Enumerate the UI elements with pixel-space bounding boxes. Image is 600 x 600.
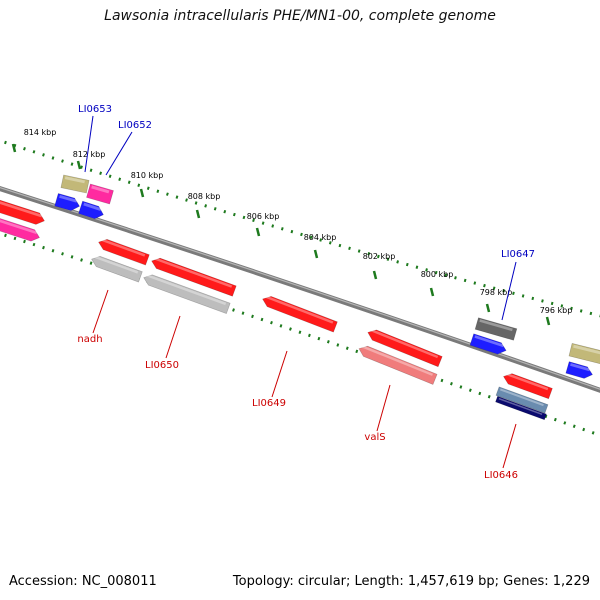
gene-label-reverse-leader [165,315,181,359]
gene-li0649 [262,295,338,333]
gene-blue-a [54,193,80,211]
gene-label-reverse: LI0649 [252,398,286,409]
gene-blue-d [565,361,593,379]
major-tick [76,160,82,170]
gene-label-forward: LI0652 [118,120,152,131]
inner-dotted-track [0,232,600,437]
gene-label-forward-leader [105,131,133,176]
gene-label-forward-leader [84,115,94,173]
gene-label-forward: LI0647 [501,249,535,260]
tick-label: 810 kbp [131,171,164,180]
gene-label-reverse: valS [364,432,385,443]
label-leader-lines [84,115,517,469]
genome-backbone [0,185,600,393]
gene-left-pink [0,212,40,242]
gene-li0646-red [503,372,553,400]
gene-nadh-red [98,238,150,266]
tick-labels: 814 kbp 812 kbp 810 kbp 808 kbp 806 kbp 804 k… [24,128,573,315]
gene-li0650-red [151,257,237,297]
gene-li0652 [86,183,114,205]
gene-label-reverse: LI0650 [145,360,179,371]
major-tick [11,143,17,153]
gene-right-olive [568,342,600,366]
genes [0,174,600,421]
gene-vals-red [367,328,443,368]
major-tick [429,287,435,297]
accession-label: Accession: NC_008011 [9,574,157,589]
gene-li0646-navy [495,395,547,421]
gene-li0647 [474,317,518,341]
gene-left-red [0,195,45,225]
major-tick [255,227,261,237]
tick-label: 812 kbp [73,150,106,159]
gene-vals-salmon [358,345,438,385]
major-tick [313,249,319,259]
outer-dotted-track [0,139,600,318]
tick-label: 804 kbp [304,233,337,242]
major-tick [485,303,491,313]
tick-label: 796 kbp [540,306,573,315]
gene-label-forward-leader [501,261,517,321]
map-title: Lawsonia intracellularis PHE/MN1-00, com… [104,8,496,24]
major-tick [139,188,145,198]
gene-label-forward: LI0653 [78,104,112,115]
tick-label: 800 kbp [421,270,454,279]
gene-label-reverse: nadh [77,334,102,345]
tick-label: 798 kbp [480,288,513,297]
tick-label: 814 kbp [24,128,57,137]
major-tick [545,316,551,326]
major-tick [372,270,378,280]
major-ticks [11,143,551,326]
gene-li0653 [60,174,90,194]
gene-label-reverse-leader [271,350,288,398]
genome-summary: Topology: circular; Length: 1,457,619 bp… [232,574,590,589]
gene-li0646-steel [495,386,549,414]
gene-li0650-gray [143,274,231,314]
gene-label-reverse-leader [92,289,109,334]
gene-blue-c [469,333,507,355]
major-tick [195,209,201,219]
gene-label-reverse-leader [376,384,391,432]
gene-label-reverse: LI0646 [484,470,518,481]
tick-label: 802 kbp [363,252,396,261]
tick-label: 806 kbp [247,212,280,221]
gene-label-reverse-leader [502,423,517,469]
tick-label: 808 kbp [188,192,221,201]
gene-nadh-gray [91,255,143,283]
gene-blue-b [78,200,104,220]
gene-labels: LI0653 LI0652 LI0647 nadh LI0650 LI0649 valS LI… [77,104,535,481]
